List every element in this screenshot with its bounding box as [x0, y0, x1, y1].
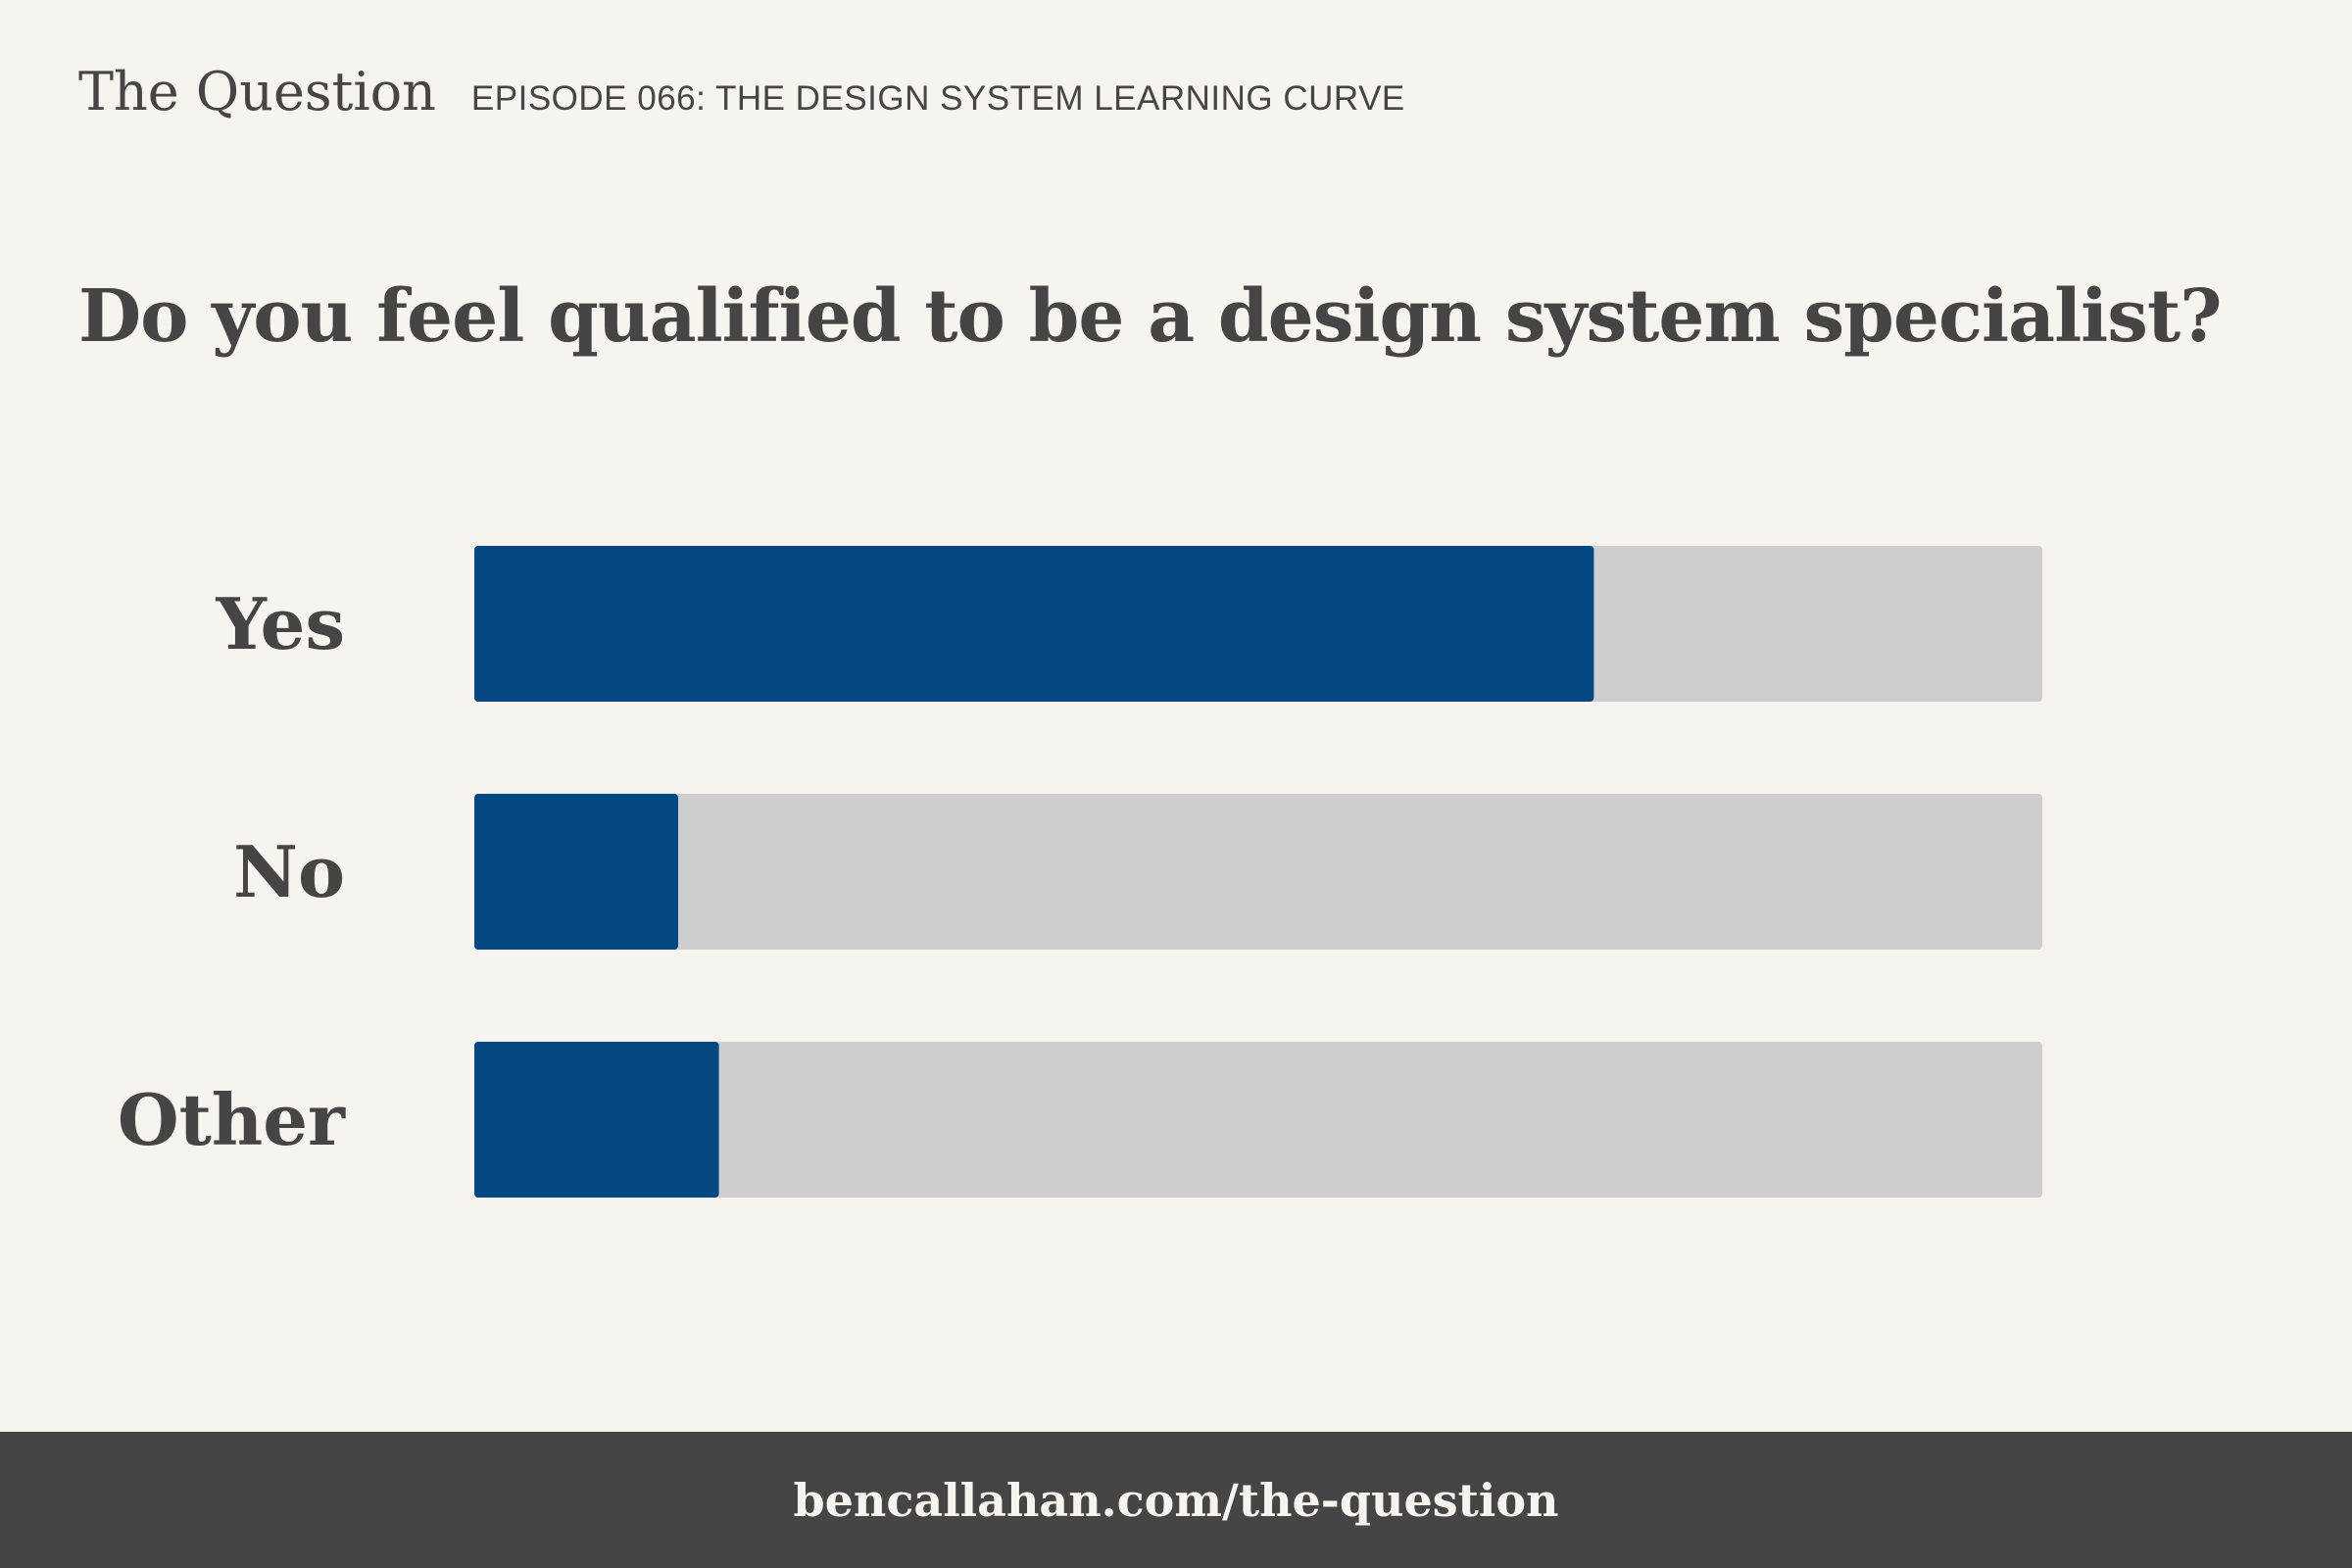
footer-url: bencallahan.com/the-question	[793, 1473, 1559, 1527]
bar-no	[474, 794, 678, 950]
bar-label-no: No	[233, 830, 345, 913]
bar-yes	[474, 546, 1594, 702]
bar-chart: Yes No Other	[118, 546, 2042, 1198]
bar-label-other: Other	[118, 1078, 346, 1161]
bar-label-yes: Yes	[216, 582, 345, 665]
header: The Question EPISODE 066: THE DESIGN SYS…	[78, 61, 1405, 122]
bar-track-no	[474, 794, 2042, 950]
chart-title: Do you feel qualified to be a design sys…	[78, 274, 2222, 359]
show-name: The Question	[78, 61, 436, 122]
footer: bencallahan.com/the-question	[0, 1432, 2352, 1568]
episode-title: EPISODE 066: THE DESIGN SYSTEM LEARNING …	[470, 79, 1405, 118]
bar-other	[474, 1042, 719, 1198]
bar-track-other	[474, 1042, 2042, 1198]
